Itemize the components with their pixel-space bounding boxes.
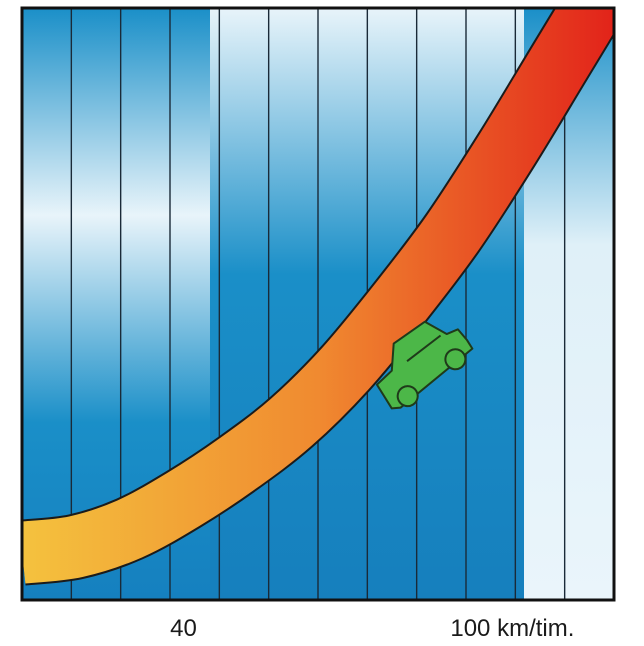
speed-curve-band	[22, 8, 614, 586]
curve-series	[22, 8, 614, 584]
x-tick-label: 40	[170, 615, 197, 642]
car-icon	[375, 320, 474, 410]
plot-frame	[20, 6, 616, 602]
x-axis-tick-labels: 40 100 km/tim.	[170, 615, 574, 642]
x-tick-label: 100 km/tim.	[450, 615, 574, 642]
